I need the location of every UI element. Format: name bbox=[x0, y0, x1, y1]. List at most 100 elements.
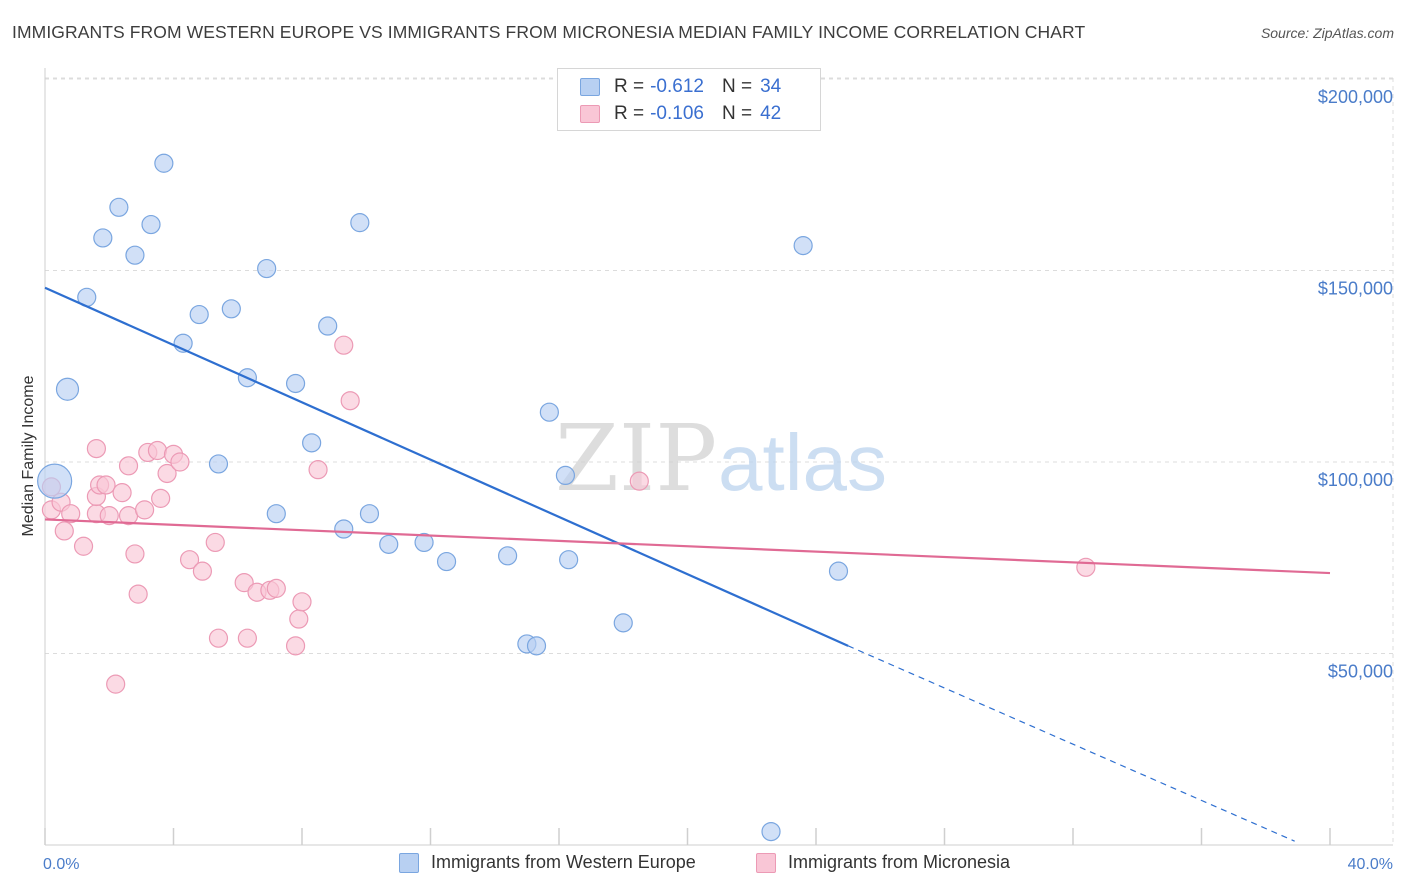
data-point bbox=[118, 456, 139, 476]
data-point bbox=[257, 258, 277, 279]
data-point bbox=[134, 500, 155, 520]
data-point bbox=[414, 532, 434, 553]
data-point bbox=[318, 316, 338, 336]
data-point bbox=[793, 236, 813, 256]
data-point bbox=[292, 592, 312, 612]
data-point bbox=[555, 465, 576, 486]
axes bbox=[44, 68, 1393, 846]
data-point bbox=[289, 609, 309, 629]
data-point bbox=[96, 475, 116, 495]
legend-n-value: 34 bbox=[760, 76, 782, 97]
data-point bbox=[1076, 557, 1096, 577]
series-legend: Immigrants from Western Europe Immigrant… bbox=[0, 852, 1406, 878]
legend-r-value: -0.106 bbox=[650, 103, 704, 124]
western-europe-points bbox=[37, 153, 849, 842]
data-point bbox=[266, 578, 286, 598]
data-point bbox=[828, 561, 849, 581]
legend-row-micronesia: R = -0.106 N = 42 bbox=[580, 101, 781, 127]
data-point bbox=[359, 504, 380, 524]
y-tick-label: $200,000 bbox=[1318, 87, 1393, 107]
data-point bbox=[157, 463, 177, 484]
correlation-legend: R = -0.612 N = 34 R = -0.106 N = 42 bbox=[557, 68, 821, 131]
x-tick-label: 0.0% bbox=[43, 856, 79, 873]
data-point bbox=[147, 440, 168, 461]
data-point bbox=[629, 471, 649, 491]
data-point bbox=[285, 636, 306, 656]
legend-r-value: -0.612 bbox=[650, 76, 704, 97]
trend-lines bbox=[44, 286, 1331, 842]
data-point bbox=[340, 391, 360, 411]
data-point bbox=[99, 506, 119, 526]
data-point bbox=[539, 402, 559, 422]
data-point bbox=[436, 551, 457, 572]
data-point bbox=[109, 197, 129, 217]
data-point bbox=[208, 628, 229, 648]
legend-swatch-blue bbox=[399, 852, 419, 873]
y-tick-label: $50,000 bbox=[1328, 662, 1393, 682]
data-point bbox=[498, 546, 518, 566]
legend-row-western-europe: R = -0.612 N = 34 bbox=[580, 74, 781, 100]
y-tick-label: $100,000 bbox=[1318, 470, 1393, 490]
data-point bbox=[125, 245, 145, 265]
watermark: ZIP atlas bbox=[555, 405, 887, 512]
data-point bbox=[37, 463, 73, 499]
legend-label-western-europe: Immigrants from Western Europe bbox=[431, 852, 696, 872]
data-point bbox=[237, 628, 257, 648]
data-point bbox=[761, 821, 781, 842]
data-point bbox=[179, 550, 200, 570]
data-point bbox=[106, 674, 126, 694]
data-point bbox=[192, 561, 213, 581]
trend-line-western-europe-extension bbox=[847, 645, 1295, 842]
tick-labels: $50,000 $100,000 $150,000 $200,000 0.0% 40.0% bbox=[43, 87, 1393, 873]
data-point bbox=[86, 438, 107, 459]
data-point bbox=[170, 452, 190, 472]
data-point bbox=[308, 460, 328, 480]
data-point bbox=[55, 377, 80, 401]
trend-line-western-europe bbox=[44, 286, 849, 647]
source-label: Source: ZipAtlas.com bbox=[1260, 25, 1394, 41]
data-point bbox=[221, 299, 241, 319]
data-point bbox=[379, 534, 399, 554]
data-point bbox=[208, 454, 229, 474]
data-point bbox=[234, 573, 254, 593]
data-point bbox=[141, 214, 161, 235]
legend-r-label: R = bbox=[614, 103, 645, 124]
data-point bbox=[189, 304, 209, 325]
legend-r-label: R = bbox=[614, 76, 645, 97]
legend-item-western-europe[interactable]: Immigrants from Western Europe bbox=[399, 852, 696, 873]
data-point bbox=[334, 519, 354, 539]
data-point bbox=[559, 550, 579, 570]
data-point bbox=[112, 483, 132, 503]
data-point bbox=[526, 636, 547, 656]
legend-swatch-pink bbox=[756, 852, 776, 873]
data-point bbox=[154, 153, 174, 173]
legend-n-label: N = bbox=[721, 103, 753, 124]
data-point bbox=[61, 504, 81, 524]
legend-item-micronesia[interactable]: Immigrants from Micronesia bbox=[756, 852, 1010, 873]
data-point bbox=[125, 544, 145, 564]
legend-swatch-pink bbox=[580, 105, 600, 123]
micronesia-points bbox=[41, 335, 1096, 694]
x-tick-label: 40.0% bbox=[1348, 856, 1393, 873]
legend-label-micronesia: Immigrants from Micronesia bbox=[788, 852, 1011, 872]
data-point bbox=[73, 536, 94, 556]
trend-line-micronesia bbox=[44, 518, 1331, 575]
data-point bbox=[54, 521, 74, 541]
y-tick-label: $150,000 bbox=[1318, 279, 1393, 299]
data-point bbox=[613, 613, 633, 633]
watermark-zip: ZIP bbox=[555, 405, 717, 512]
data-point bbox=[334, 335, 354, 355]
data-point bbox=[151, 488, 171, 508]
data-point bbox=[93, 228, 113, 248]
data-point bbox=[285, 373, 306, 394]
data-point bbox=[350, 213, 370, 233]
data-point bbox=[302, 433, 322, 453]
legend-n-value: 42 bbox=[760, 103, 782, 124]
legend-n-label: N = bbox=[721, 76, 753, 97]
y-axis-title: Median Family Income bbox=[20, 375, 37, 536]
chart-title: IMMIGRANTS FROM WESTERN EUROPE VS IMMIGR… bbox=[12, 22, 1086, 42]
data-point bbox=[128, 584, 148, 604]
data-point bbox=[205, 532, 225, 553]
legend-swatch-blue bbox=[580, 78, 600, 96]
